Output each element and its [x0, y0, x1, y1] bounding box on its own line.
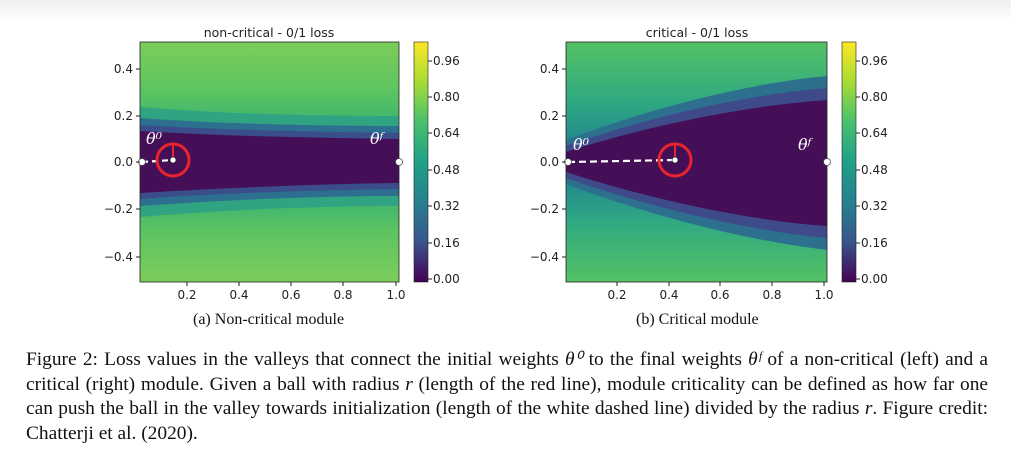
- subcaption-a: (a) Non-critical module: [193, 311, 345, 328]
- panel-a-colorbar-tick: 0.00: [433, 272, 460, 286]
- panel-b-valley-core: [566, 100, 827, 226]
- figure-caption: Figure 2: Loss values in the valleys tha…: [26, 348, 988, 446]
- panel-a-valley-core: [140, 131, 399, 193]
- panel-a-y-tick: −0.4: [104, 250, 133, 264]
- caption-text: of a non-critical (left) and a critical …: [26, 349, 988, 395]
- panel-a-x-tick: 0.6: [281, 288, 300, 302]
- caption-text: . Figure credit: Chatterji et al. (2020)…: [26, 398, 989, 444]
- panel-a-colorbar: 0.96 0.80 0.64 0.48 0.32 0.16 0.00: [413, 41, 460, 286]
- panel-b-x-tick: 0.6: [710, 288, 729, 302]
- panel-a-y-tick: 0.0: [114, 155, 133, 169]
- panel-b-colorbar-tick: 0.64: [861, 126, 888, 140]
- panel-b-x-axis: 0.2 0.4 0.6 0.8 1.0: [607, 282, 834, 302]
- caption-theta-0: θ⁰: [565, 349, 583, 370]
- panel-b-colorbar-tick: 0.96: [861, 54, 888, 68]
- panel-a-theta-0-label: θ⁰: [146, 129, 163, 148]
- panel-b-ball-center: [671, 156, 679, 164]
- panel-a-y-tick: 0.2: [114, 109, 133, 123]
- panel-a-colorbar-tick: 0.16: [433, 236, 460, 250]
- figure-2: non-critical - 0/1 loss θ⁰ θᶠ 0.4 0.2 0.…: [104, 25, 888, 302]
- panel-b-theta-0-label: θ⁰: [573, 135, 590, 154]
- caption-text: Figure 2: Loss values in the valleys tha…: [26, 349, 566, 370]
- panel-b-x-tick: 0.8: [762, 288, 781, 302]
- panel-a-x-axis: 0.2 0.4 0.6 0.8 1.0: [177, 282, 406, 302]
- caption-theta-f: θᶠ: [748, 349, 762, 370]
- panel-b-y-tick: 0.4: [540, 62, 559, 76]
- panel-a-theta-f-label: θᶠ: [370, 129, 386, 148]
- caption-radius-symbol: r: [864, 398, 873, 419]
- caption-text: (length of the red line), module critica…: [26, 373, 989, 420]
- panel-a-y-tick: 0.4: [114, 62, 133, 76]
- panel-b-y-tick: 0.2: [540, 109, 559, 123]
- panel-b-y-tick: 0.0: [540, 155, 559, 169]
- panel-a-colorbar-tick: 0.32: [433, 199, 460, 213]
- panel-a-plot: non-critical - 0/1 loss θ⁰ θᶠ 0.4 0.2 0.…: [104, 25, 406, 302]
- panel-a-x-tick: 0.4: [229, 288, 248, 302]
- panel-b-title: critical - 0/1 loss: [646, 25, 749, 40]
- caption-text: to the final weights: [582, 349, 749, 370]
- panel-a-title: non-critical - 0/1 loss: [204, 25, 335, 40]
- panel-a-end-point: [395, 158, 403, 166]
- panel-b-colorbar-tick: 0.00: [861, 272, 888, 286]
- panel-b-x-tick: 0.2: [607, 288, 626, 302]
- panel-a-x-tick: 0.2: [177, 288, 196, 302]
- panel-b-colorbar-tick: 0.32: [861, 199, 888, 213]
- panel-a-ball-center: [169, 156, 177, 164]
- panel-b-y-tick: −0.2: [530, 202, 559, 216]
- panel-b-colorbar: 0.96 0.80 0.64 0.48 0.32 0.16 0.00: [841, 41, 888, 286]
- panel-b-end-point: [823, 158, 831, 166]
- panel-a-y-axis: 0.4 0.2 0.0 −0.2 −0.4: [104, 62, 140, 264]
- panel-b-y-tick: −0.4: [530, 250, 559, 264]
- window-top-shadow: [0, 0, 1011, 22]
- panel-b-x-tick: 1.0: [814, 288, 833, 302]
- panel-a-x-tick: 0.8: [333, 288, 352, 302]
- panel-b-theta-f-label: θᶠ: [798, 135, 814, 154]
- subcaption-b: (b) Critical module: [636, 311, 759, 328]
- caption-radius-symbol: r: [405, 373, 413, 395]
- panel-b-colorbar-tick: 0.48: [861, 163, 888, 177]
- panel-a-colorbar-tick: 0.48: [433, 163, 460, 177]
- panel-b-x-tick: 0.4: [659, 288, 678, 302]
- panel-b-colorbar-tick: 0.16: [861, 236, 888, 250]
- panel-b-plot: critical - 0/1 loss θ⁰ θᶠ 0.4 0.2 0.0 −0…: [530, 25, 834, 302]
- panel-a-colorbar-tick: 0.64: [433, 126, 460, 140]
- panel-b-dashed-path: [567, 158, 676, 164]
- panel-b-colorbar-tick: 0.80: [861, 90, 888, 104]
- panel-a-y-tick: −0.2: [104, 202, 133, 216]
- panel-a-colorbar-tick: 0.96: [433, 54, 460, 68]
- panel-a-x-tick: 1.0: [386, 288, 405, 302]
- panel-b-y-axis: 0.4 0.2 0.0 −0.2 −0.4: [530, 62, 566, 264]
- panel-a-colorbar-tick: 0.80: [433, 90, 460, 104]
